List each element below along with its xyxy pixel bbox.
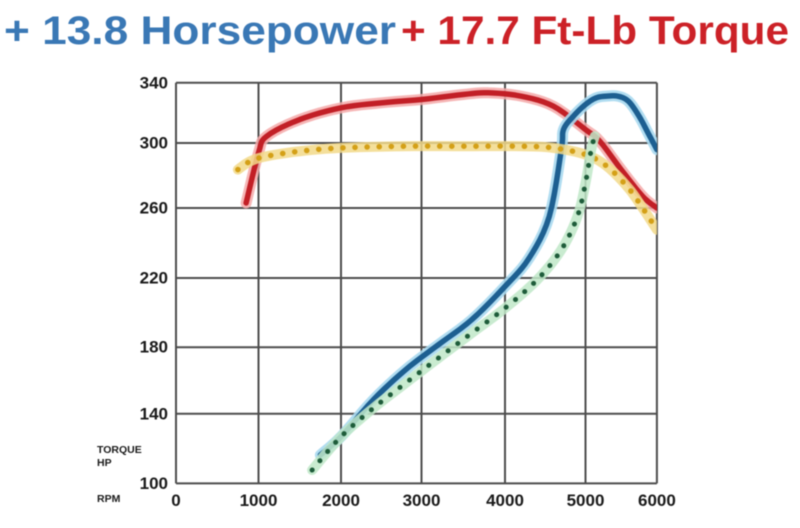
- svg-text:1000: 1000: [240, 491, 278, 510]
- svg-text:2000: 2000: [322, 491, 360, 510]
- svg-text:3000: 3000: [403, 491, 441, 510]
- svg-text:340: 340: [140, 73, 168, 92]
- svg-text:220: 220: [140, 269, 168, 288]
- svg-text:300: 300: [140, 134, 168, 153]
- svg-text:4000: 4000: [486, 491, 524, 510]
- svg-text:+ 17.7 Ft-Lb Torque: + 17.7 Ft-Lb Torque: [401, 9, 789, 53]
- svg-text:180: 180: [140, 338, 168, 357]
- svg-text:0: 0: [171, 491, 180, 510]
- svg-text:5000: 5000: [567, 491, 605, 510]
- svg-text:260: 260: [140, 199, 168, 218]
- svg-text:TORQUE: TORQUE: [97, 444, 142, 456]
- svg-text:RPM: RPM: [97, 493, 121, 505]
- svg-text:100: 100: [140, 474, 168, 493]
- svg-text:+ 13.8 Horsepower: + 13.8 Horsepower: [4, 9, 396, 53]
- svg-text:140: 140: [140, 404, 168, 423]
- svg-text:HP: HP: [97, 457, 112, 469]
- svg-text:6000: 6000: [638, 491, 676, 510]
